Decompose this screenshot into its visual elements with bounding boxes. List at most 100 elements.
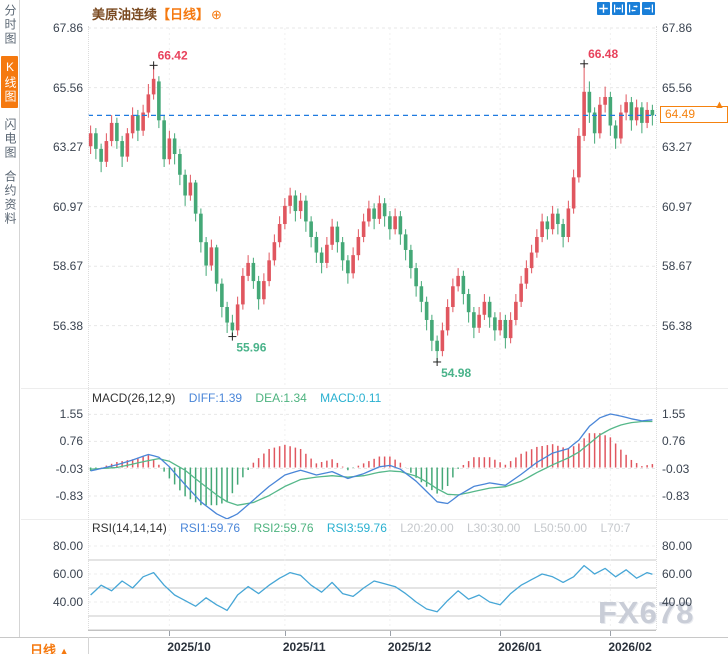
candle-body — [540, 221, 544, 237]
candle-body — [430, 319, 434, 341]
candle-body — [403, 234, 408, 250]
candle-body — [645, 109, 649, 123]
candle-body — [230, 322, 235, 331]
zoom-x-out-icon[interactable] — [627, 2, 640, 15]
candle-body — [120, 141, 124, 157]
y-axis-label: 60.00 — [52, 567, 83, 581]
candle-body — [603, 96, 607, 105]
y-axis-label: 40.00 — [52, 595, 83, 609]
candle-body — [220, 283, 224, 308]
candle-body — [461, 275, 466, 295]
rsi-header: RSI(14,14,14) RSI1:59.76 RSI2:59.76 RSI3… — [92, 521, 640, 535]
plot-right-border — [656, 26, 657, 630]
period-arrow-icon: ▲ — [59, 646, 69, 654]
period-selector-tab[interactable]: 日线 ▲ — [30, 640, 69, 654]
candle-body — [115, 122, 119, 142]
candle-body — [235, 304, 240, 331]
candle-body — [498, 319, 502, 331]
y-axis-label: 67.86 — [662, 21, 693, 35]
candle-body — [256, 281, 261, 300]
candle-body — [508, 319, 513, 339]
indicator-line — [90, 564, 653, 613]
sidebar-item-contract-info[interactable]: 合约资料 — [3, 170, 17, 226]
candle-body — [288, 195, 292, 206]
candle-body — [466, 294, 471, 313]
price-annotation: 54.98 — [441, 366, 471, 380]
price-annotation: 66.48 — [588, 47, 618, 61]
y-axis-label: 60.00 — [662, 567, 693, 581]
candle-body — [225, 307, 229, 323]
x-axis-tick — [169, 631, 171, 636]
pan-icon[interactable] — [597, 2, 610, 15]
candle-body — [414, 268, 418, 287]
x-axis-label: 2026/01 — [498, 640, 542, 654]
macd-dea-value: DEA:1.34 — [255, 391, 307, 405]
sidebar-item-kline-chart[interactable]: K线图 — [1, 56, 18, 108]
macd-panel-separator — [21, 388, 728, 389]
price-chart-svg[interactable]: 66.42 55.96 54.98 66.48 — [88, 26, 656, 388]
candle-body — [162, 120, 166, 160]
y-axis-label: 1.55 — [59, 407, 83, 422]
y-axis-label: 58.67 — [662, 259, 693, 274]
candle-body — [445, 307, 450, 331]
candle-body — [577, 135, 581, 178]
candle-body — [267, 260, 271, 282]
rsi-panel-svg[interactable] — [88, 520, 656, 631]
period-tag: 【日线】 — [157, 7, 210, 22]
candle-body — [309, 221, 313, 237]
candle-body — [571, 177, 576, 209]
candle-body — [493, 317, 497, 331]
x-axis-tick — [610, 631, 612, 636]
add-indicator-icon[interactable]: ⊕ — [211, 7, 222, 22]
y-axis-label: 58.67 — [52, 259, 83, 274]
exit-chart-icon[interactable] — [642, 2, 655, 15]
sidebar-item-flash-chart[interactable]: 闪电图 — [3, 118, 17, 160]
candle-body — [419, 286, 424, 302]
candle-body — [319, 252, 324, 263]
candle-body — [472, 312, 476, 328]
candle-body — [167, 138, 172, 160]
candle-body — [214, 247, 219, 284]
candle-body — [629, 102, 634, 121]
rsi-l30-value: L30:30.00 — [466, 521, 521, 535]
y-axis-label: 56.38 — [52, 318, 83, 333]
plot-left-border — [88, 26, 89, 630]
macd-panel-svg[interactable] — [88, 390, 656, 520]
sidebar: 分时图 K线图 闪电图 合约资料 — [0, 0, 20, 654]
rsi-l70-value: L70:7 — [600, 521, 631, 535]
sidebar-item-time-chart[interactable]: 分时图 — [3, 4, 17, 46]
candle-body — [361, 221, 366, 237]
rsi-l50-value: L50:50.00 — [533, 521, 588, 535]
candle-body — [582, 91, 586, 136]
candle-body — [535, 236, 539, 253]
candle-body — [409, 249, 413, 269]
candle-body — [587, 91, 592, 113]
x-axis-label: 2025/11 — [282, 640, 326, 654]
candle-body — [393, 216, 397, 230]
y-axis-label: 56.38 — [662, 318, 693, 333]
watermark: FX678 — [598, 595, 695, 630]
x-axis-label: 2025/10 — [167, 640, 211, 654]
y-axis-label: -0.83 — [55, 488, 83, 503]
candle-body — [99, 148, 103, 162]
candle-body — [136, 115, 140, 131]
rsi-bottom-border — [88, 630, 656, 631]
chart-title: 美原油连续【日线】 ⊕ — [92, 4, 222, 23]
x-axis-tick — [389, 631, 391, 636]
zoom-x-in-icon[interactable] — [612, 2, 625, 15]
candle-body — [398, 216, 403, 235]
candle-body — [283, 205, 287, 225]
rsi-name: RSI(14,14,14) — [92, 521, 167, 535]
y-axis-label: 80.00 — [52, 539, 83, 553]
candle-body — [199, 213, 203, 243]
candle-body — [545, 221, 550, 230]
x-axis-label: 2025/12 — [387, 640, 432, 654]
candle-body — [272, 242, 277, 261]
candle-body — [529, 252, 534, 269]
candle-body — [130, 115, 135, 134]
y-axis-label: 60.97 — [662, 199, 693, 214]
candle-body — [356, 236, 361, 256]
candle-body — [340, 242, 345, 261]
candle-body — [325, 244, 329, 263]
macd-name: MACD(26,12,9) — [92, 391, 176, 405]
